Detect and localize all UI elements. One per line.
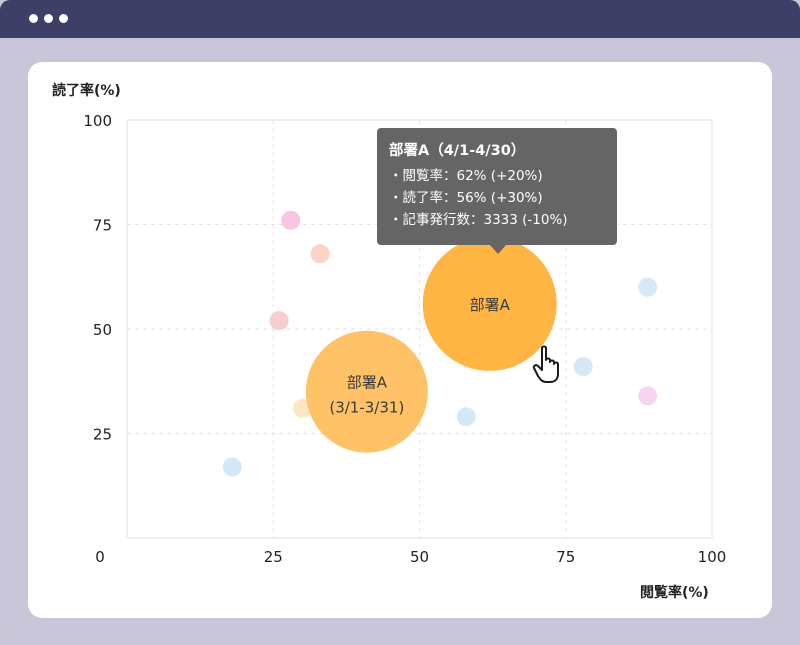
- window-dot-icon: [29, 14, 38, 23]
- bubble-label: 部署A: [347, 374, 388, 392]
- tooltip-line-read-rate: ・読了率：56% (+30%): [389, 190, 543, 206]
- hand-cursor-icon: [532, 345, 559, 383]
- data-point: [638, 386, 658, 406]
- y-tick-label: 25: [93, 426, 112, 444]
- bubble: [305, 330, 428, 453]
- y-tick-label: 75: [93, 217, 112, 235]
- data-point: [638, 277, 658, 297]
- bubble: [422, 236, 557, 371]
- data-point: [573, 357, 593, 377]
- data-point: [310, 244, 330, 264]
- bubble-label: 部署A: [470, 296, 511, 314]
- x-axis-title: 閲覧率(%): [640, 585, 709, 601]
- data-point: [222, 457, 242, 477]
- x-tick-label: 75: [556, 548, 575, 566]
- bubble-sublabel: (3/1-3/31): [329, 399, 404, 417]
- tooltip-line-view-rate: ・閲覧率：62% (+20%): [389, 168, 543, 184]
- y-axis-title: 読了率(%): [52, 83, 121, 99]
- x-tick-label: 50: [410, 548, 429, 566]
- x-tick-label: 100: [698, 548, 727, 566]
- x-tick-label: 0: [95, 548, 105, 566]
- data-point: [456, 407, 476, 427]
- window-dot-icon: [44, 14, 53, 23]
- x-tick-label: 25: [264, 548, 283, 566]
- y-tick-label: 100: [83, 112, 112, 130]
- tooltip-line-article-count: ・記事発行数：3333 (-10%): [389, 212, 568, 228]
- title-bar: [0, 0, 800, 38]
- data-point: [269, 311, 289, 331]
- bubble-tooltip: 部署A（4/1-4/30） ・閲覧率：62% (+20%) ・読了率：56% (…: [377, 128, 617, 254]
- window-dot-icon: [59, 14, 68, 23]
- y-tick-label: 50: [93, 321, 112, 339]
- data-point: [281, 210, 301, 230]
- tooltip-title: 部署A（4/1-4/30）: [389, 143, 526, 159]
